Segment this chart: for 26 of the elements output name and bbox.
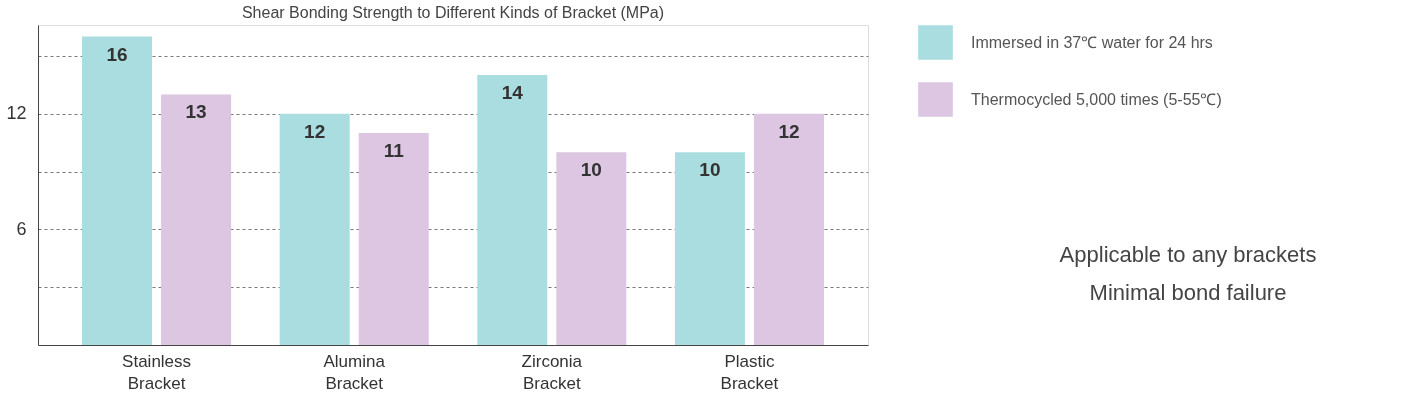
x-tick-label: Plastic Bracket bbox=[720, 351, 779, 393]
text: Minimal bond failure bbox=[1089, 280, 1287, 305]
bar bbox=[674, 152, 745, 345]
x-tick-label: Zirconia Bracket bbox=[521, 351, 583, 393]
x-tick-label: Stainless Bracket bbox=[122, 351, 192, 393]
bar bbox=[358, 132, 429, 345]
bar bbox=[82, 36, 153, 345]
x-tick-label: Alumina Bracket bbox=[323, 351, 386, 393]
legend-label: Immersed in 37℃ water for 24 hrs bbox=[971, 33, 1213, 51]
bar bbox=[477, 75, 548, 345]
legend-label: Thermocycled 5,000 times (5-55℃) bbox=[971, 90, 1222, 108]
bar bbox=[161, 94, 232, 345]
chart-title: Shear Bonding Strength to Different Kinds of Bracket (MPa) bbox=[241, 4, 665, 21]
data-label: 12 bbox=[304, 120, 326, 142]
bar bbox=[556, 152, 627, 345]
data-label: 16 bbox=[106, 43, 128, 65]
data-label: 10 bbox=[580, 159, 602, 181]
data-label: 14 bbox=[501, 82, 524, 104]
data-label: 13 bbox=[185, 101, 207, 123]
text: Applicable to any brackets bbox=[1059, 242, 1317, 267]
y-tick-label: 6 bbox=[16, 218, 27, 239]
bar bbox=[753, 113, 824, 345]
bar bbox=[279, 113, 350, 345]
data-label: 11 bbox=[383, 139, 405, 161]
data-label: 12 bbox=[778, 120, 800, 142]
data-label: 10 bbox=[699, 159, 721, 181]
